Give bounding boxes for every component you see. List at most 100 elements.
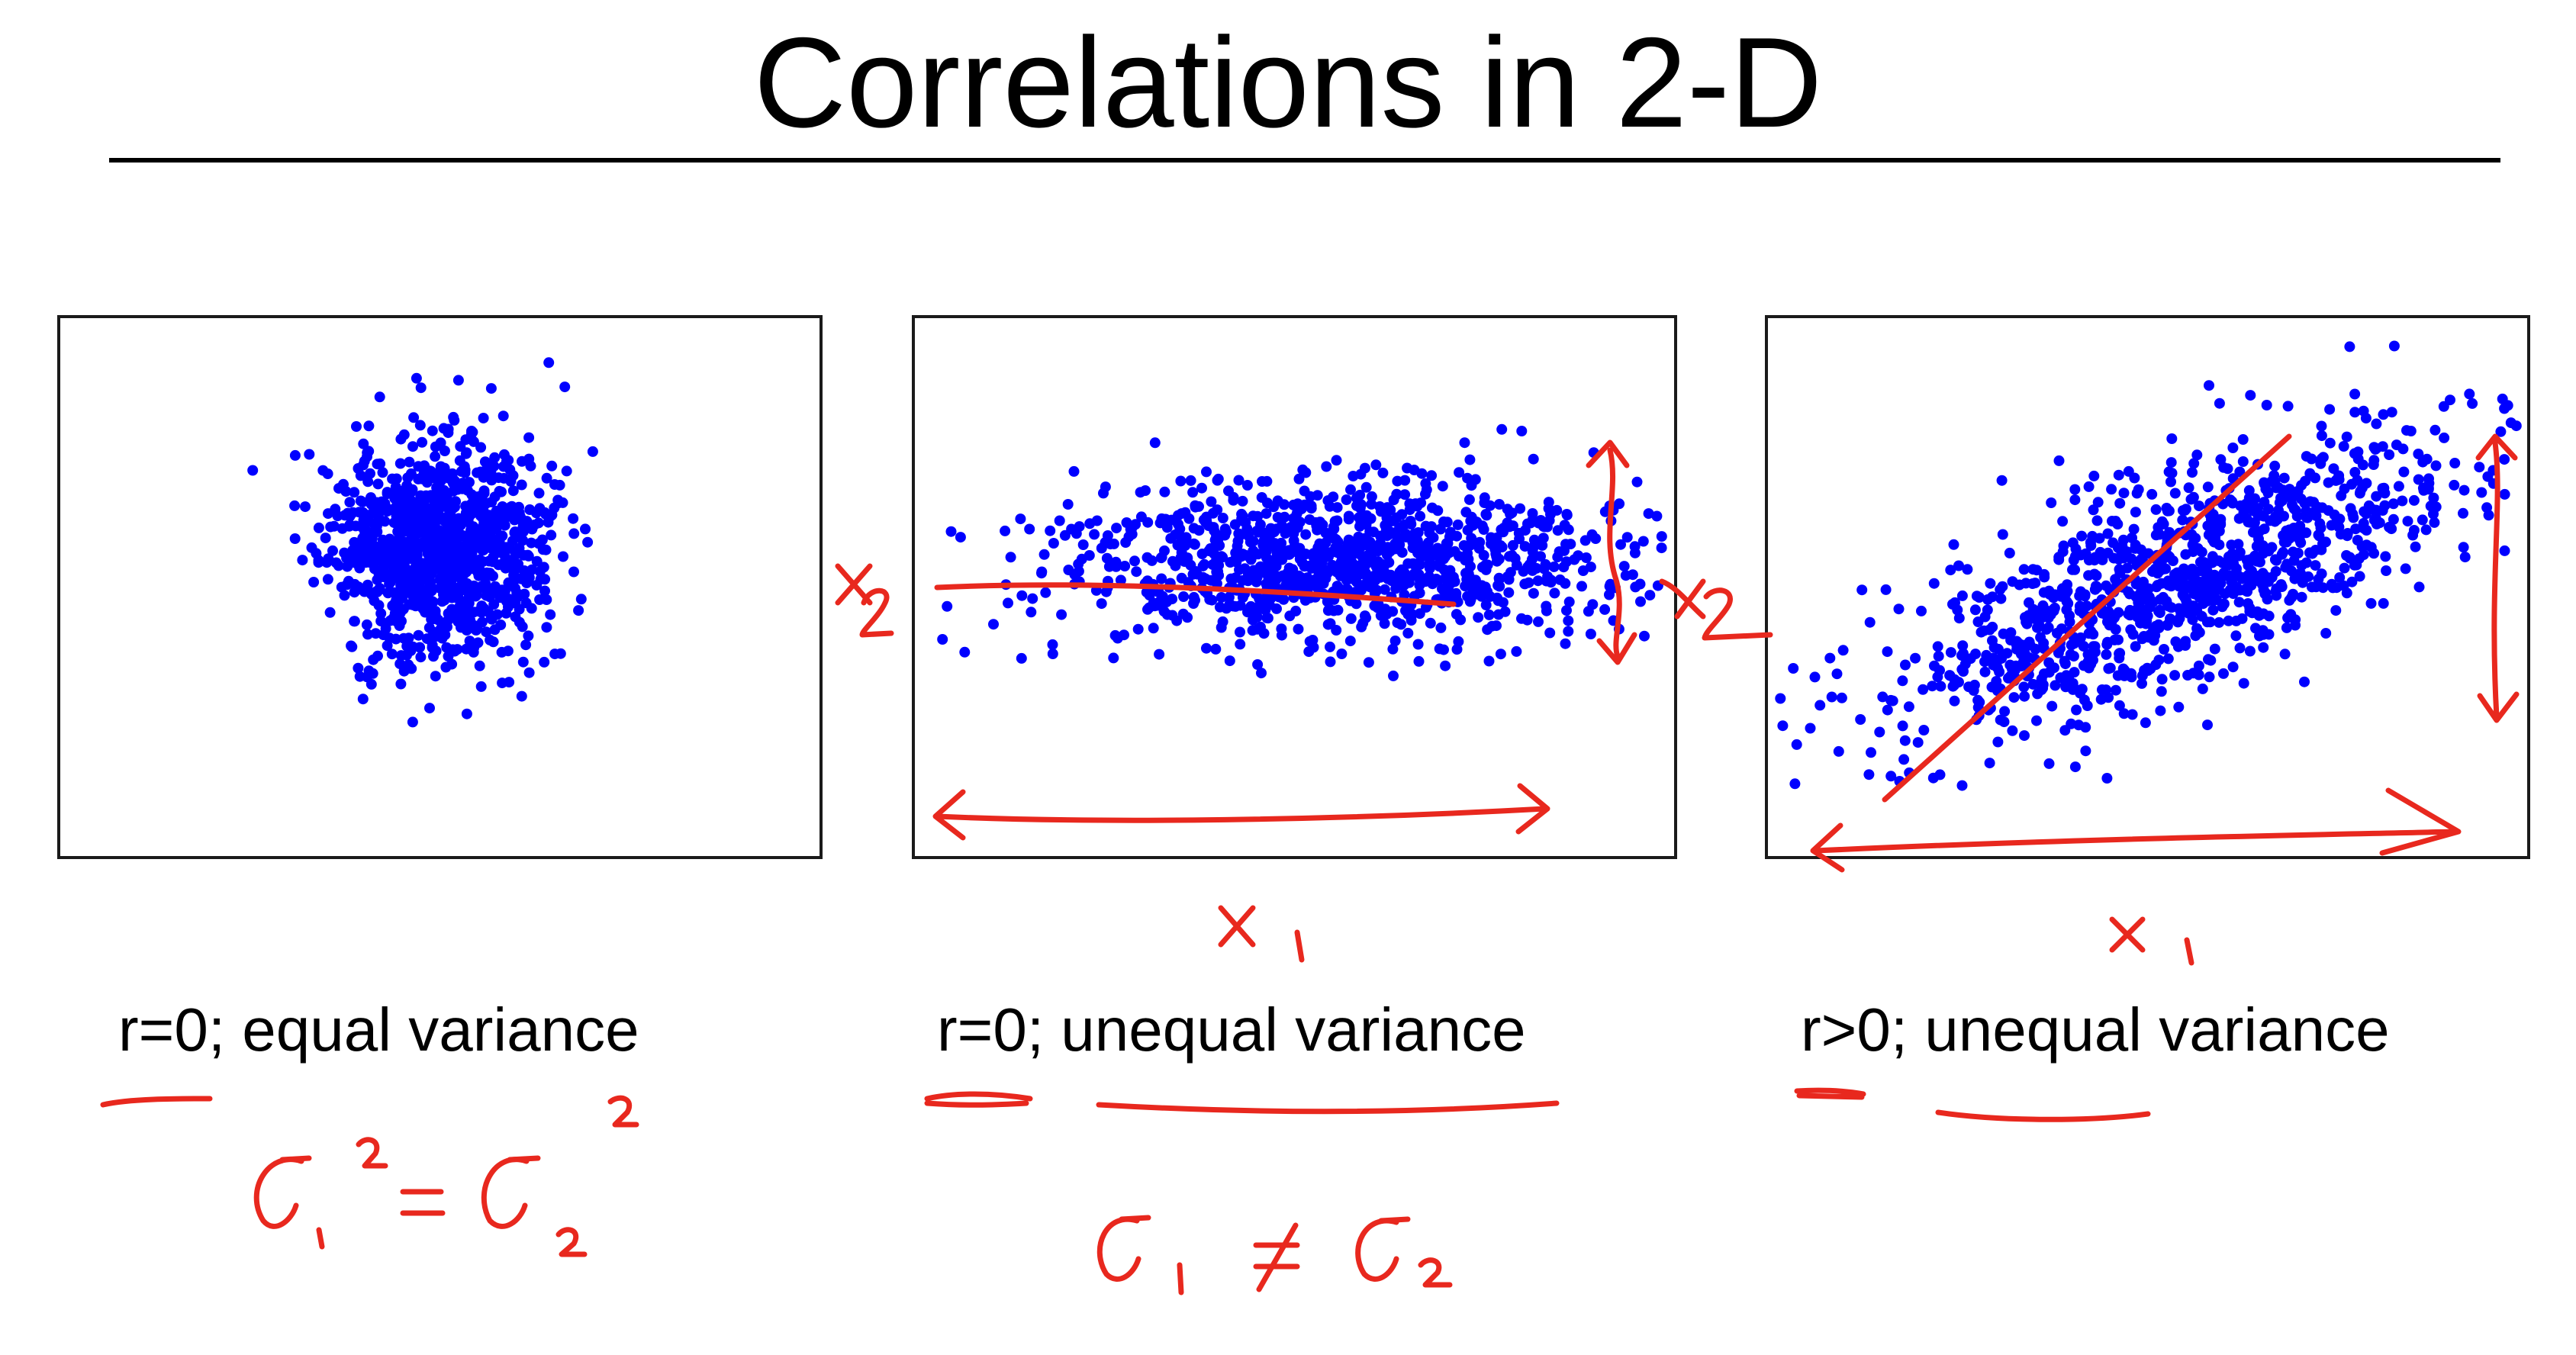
scatter-point <box>1948 539 1959 550</box>
scatter-point <box>1644 590 1656 601</box>
scatter-point <box>1190 594 1200 606</box>
scatter-point <box>1412 547 1423 558</box>
scatter-point <box>2445 394 2455 406</box>
scatter-point <box>582 536 594 548</box>
scatter-point <box>1528 453 1539 465</box>
scatter-point <box>1560 638 1571 649</box>
scatter-point <box>2237 572 2248 583</box>
scatter-point <box>1183 513 1195 524</box>
scatter-point <box>2458 542 2469 553</box>
scatter-point <box>1363 657 1374 668</box>
scatter-point <box>1146 555 1158 566</box>
scatter-point <box>377 467 388 478</box>
scatter-point <box>1366 498 1377 510</box>
scatter-point <box>1621 532 1633 543</box>
scatter-point <box>587 446 598 457</box>
scatter-point <box>545 609 556 620</box>
scatter-point <box>1471 517 1483 528</box>
scatter-point <box>452 582 464 594</box>
scatter-point <box>1599 603 1611 615</box>
scatter-point <box>1554 574 1566 585</box>
scatter-point <box>2020 612 2030 623</box>
scatter-point <box>2391 439 2402 451</box>
scatter-point <box>443 651 454 662</box>
scatter-point <box>539 656 550 668</box>
scatter-point <box>1288 513 1299 524</box>
scatter-point <box>1643 508 1654 520</box>
scatter-point <box>2258 629 2269 640</box>
scatter-point <box>1338 565 1349 577</box>
scatter-point <box>1182 612 1193 623</box>
scatter-point <box>2259 497 2270 508</box>
scatter-point <box>2038 643 2050 655</box>
scatter-point <box>2230 630 2242 642</box>
scatter-point <box>1503 587 1515 598</box>
scatter-point <box>1969 604 1981 616</box>
scatter-point <box>1585 562 1596 573</box>
scatter-point <box>2344 552 2355 563</box>
scatter-point <box>1005 552 1016 563</box>
scatter-point <box>327 545 338 556</box>
scatter-point <box>1495 649 1506 660</box>
scatter-point <box>2165 476 2176 488</box>
scatter-point <box>1991 676 2002 687</box>
scatter-point <box>1507 520 1518 532</box>
scatter-point <box>1268 501 1280 513</box>
scatter-point <box>1354 502 1366 513</box>
scatter-point <box>1563 615 1574 626</box>
scatter-point <box>2292 529 2304 541</box>
scatter-point <box>362 671 373 683</box>
scatter-point <box>1910 652 1921 664</box>
scatter-point <box>2058 540 2069 552</box>
scatter-point <box>2112 542 2124 553</box>
scatter-point <box>2381 565 2392 576</box>
scatter-point <box>1464 596 1476 607</box>
scatter-point <box>2114 700 2125 711</box>
scatter-point <box>1068 465 1080 477</box>
scatter-point <box>2091 515 2103 526</box>
scatter-point <box>408 412 420 423</box>
scatter-point <box>2339 562 2350 574</box>
scatter-point <box>365 468 375 479</box>
scatter-point <box>1185 475 1196 486</box>
scatter-point <box>289 449 301 461</box>
scatter-point <box>519 588 530 600</box>
scatter-point <box>1293 623 1304 635</box>
scatter-point <box>1180 532 1192 543</box>
scatter-point <box>357 497 369 507</box>
scatter-point <box>1069 578 1080 590</box>
scatter-point <box>1224 598 1235 610</box>
scatter-point <box>2481 502 2493 513</box>
scatter-point <box>389 493 401 504</box>
scatter-point <box>349 487 360 498</box>
scatter-point <box>1045 525 1056 536</box>
scatter-point <box>1261 552 1272 564</box>
scatter-point <box>336 581 347 593</box>
scatter-point <box>1056 609 1067 620</box>
scatter-point <box>2249 573 2261 584</box>
scatter-point <box>436 546 446 557</box>
scatter-point <box>1630 581 1641 593</box>
scatter-point <box>313 522 324 533</box>
scatter-point <box>2349 407 2361 418</box>
scatter-point <box>1483 655 1495 667</box>
scatter-point <box>573 605 584 616</box>
scatter-point <box>2068 632 2079 643</box>
scatter-point <box>1492 609 1504 620</box>
scatter-point <box>386 649 398 660</box>
scatter-point <box>439 492 449 504</box>
scatter-point <box>2464 388 2475 400</box>
scatter-point <box>446 572 458 584</box>
scatter-point <box>1535 551 1546 562</box>
scatter-point <box>482 531 494 542</box>
scatter-point <box>2359 523 2370 534</box>
scatter-point <box>1047 639 1058 650</box>
scatter-point <box>2116 578 2127 590</box>
scatter-point <box>1864 616 1876 628</box>
scatter-point <box>2237 456 2249 467</box>
scatter-point <box>1824 652 1836 664</box>
scatter-point <box>1131 566 1142 578</box>
scatter-point <box>1219 523 1231 535</box>
scatter-point <box>2102 616 2113 627</box>
scatter-point <box>1639 630 1650 642</box>
